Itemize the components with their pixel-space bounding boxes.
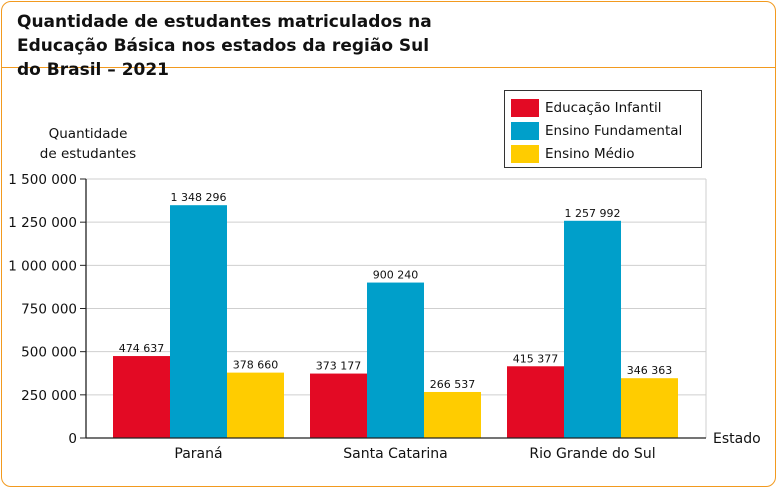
y-tick-label: 750 000 [21,302,77,318]
data-label: 415 377 [513,352,559,365]
data-label: 346 363 [627,364,673,377]
data-label: 1 348 296 [171,191,227,204]
bar [564,220,621,438]
data-label: 1 257 992 [565,207,621,220]
title-bar: Quantidade de estudantes matriculados na… [2,2,775,80]
legend: Educação Infantil Ensino Fundamental Ens… [504,90,702,168]
legend-swatch-infantil [511,98,539,117]
x-tick-label: Santa Catarina [343,446,447,462]
bar [170,205,227,438]
data-label: 378 660 [233,359,279,372]
y-axis-label: de estudantes [40,146,136,162]
y-tick-label: 1 000 000 [8,258,77,274]
legend-label-fundamental: Ensino Fundamental [545,122,683,139]
bar [113,356,170,438]
legend-label-medio: Ensino Médio [545,145,635,162]
legend-swatch-medio [511,144,539,163]
chart-title: Quantidade de estudantes matriculados na… [17,12,432,80]
data-label: 474 637 [119,342,165,355]
x-tick-label: Rio Grande do Sul [529,446,655,462]
legend-item-infantil: Educação Infantil [511,96,701,119]
y-tick-label: 1 250 000 [8,215,77,231]
y-tick-label: 1 500 000 [8,172,77,188]
y-axis-label: Quantidade [49,126,128,142]
legend-item-fundamental: Ensino Fundamental [511,119,701,142]
y-tick-label: 250 000 [21,388,77,404]
bar [621,378,678,438]
data-label: 373 177 [316,360,362,373]
data-label: 266 537 [430,378,476,391]
bar [227,372,284,438]
legend-swatch-fundamental [511,121,539,140]
legend-item-medio: Ensino Médio [511,142,701,165]
bar [367,282,424,438]
x-axis-label: Estado [713,431,761,447]
y-tick-label: 500 000 [21,345,77,361]
bar [424,391,481,438]
bar [507,366,564,438]
bar [310,373,367,438]
data-label: 900 240 [373,269,419,282]
y-tick-label: 0 [68,431,77,447]
legend-label-infantil: Educação Infantil [545,99,662,116]
x-tick-label: Paraná [174,446,222,462]
